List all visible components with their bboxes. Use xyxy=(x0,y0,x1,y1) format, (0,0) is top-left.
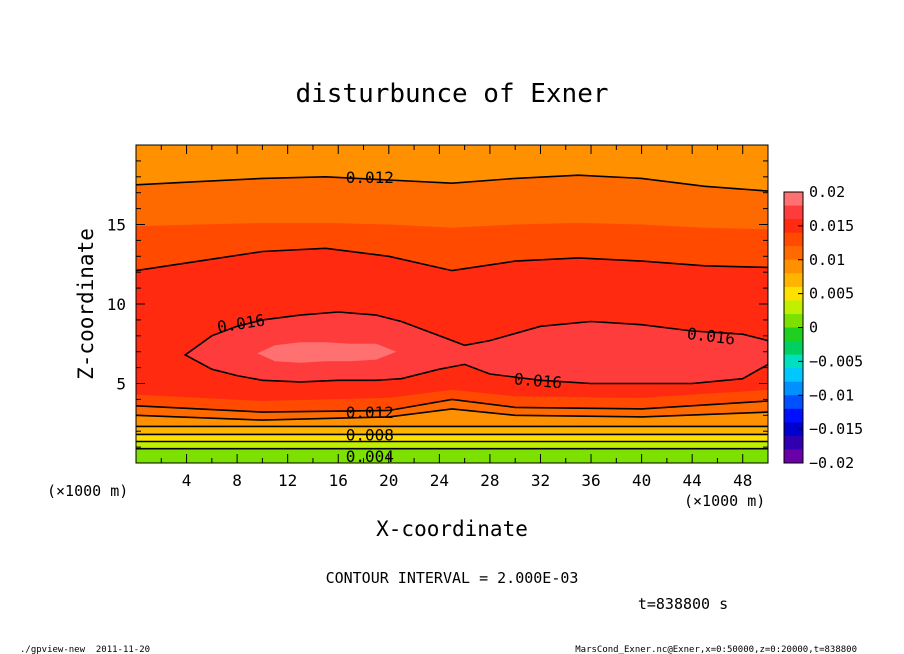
x-axis-title: X-coordinate xyxy=(376,517,528,541)
contour-label: 0.004 xyxy=(346,447,394,466)
contour-label-text: 0.004 xyxy=(346,447,394,466)
colorbar-tick-label: 0 xyxy=(809,319,818,337)
contour-line xyxy=(136,398,768,413)
x-tick-label: 32 xyxy=(531,471,550,490)
colorbar-swatch xyxy=(784,449,803,464)
colorbar-swatch xyxy=(784,341,803,356)
time-stamp-text: t=838800 s xyxy=(638,595,728,613)
colorbar-swatch xyxy=(784,368,803,383)
colorbar-swatch xyxy=(784,219,803,234)
contour-line xyxy=(136,408,768,421)
colorbar-swatch xyxy=(784,232,803,247)
x-tick-label: 36 xyxy=(581,471,600,490)
contour-label: 0.012 xyxy=(346,168,394,187)
colorbar-tick-label: 0.02 xyxy=(809,183,845,201)
x-tick-label: 44 xyxy=(683,471,702,490)
x-tick-label: 24 xyxy=(430,471,449,490)
contour-line xyxy=(183,311,768,385)
x-unit-label-left: (×1000 m) xyxy=(47,482,128,500)
colorbar-swatch xyxy=(784,192,803,207)
x-tick-label: 16 xyxy=(329,471,348,490)
colorbar: 0.02 0.015 0.01 0.005 0 −0.005 −0.01 −0.015 −0.0… xyxy=(784,183,863,472)
colorbar-swatch xyxy=(784,273,803,288)
footer-left: ./gpview-new 2011-11-20 xyxy=(20,645,150,654)
x-tick-label: 12 xyxy=(278,471,297,490)
x-tick-label: 48 xyxy=(733,471,752,490)
colorbar-swatch xyxy=(784,354,803,369)
colorbar-tick-label: −0.01 xyxy=(809,386,854,404)
colorbar-swatch xyxy=(784,300,803,315)
colorbar-tick-label: −0.005 xyxy=(809,352,863,370)
contour-label-text: 0.012 xyxy=(346,403,394,422)
colorbar-tick-label: 0.01 xyxy=(809,251,845,269)
contour-lines xyxy=(136,174,768,450)
colorbar-swatch xyxy=(784,259,803,274)
contour-line xyxy=(136,174,768,192)
contour-interval-text: CONTOUR INTERVAL = 2.000E-03 xyxy=(326,569,579,587)
colorbar-swatch xyxy=(784,395,803,410)
footer-right: MarsCond_Exner.nc@Exner,x=0:50000,z=0:20… xyxy=(575,645,857,654)
chart-title: disturbunce of Exner xyxy=(295,79,608,109)
x-tick-label: 20 xyxy=(379,471,398,490)
y-tick-label: 15 xyxy=(107,216,126,235)
colorbar-swatch xyxy=(784,313,803,328)
colorbar-swatch xyxy=(784,286,803,301)
colorbar-swatch xyxy=(784,246,803,261)
contour-label-text: 0.016 xyxy=(513,369,563,392)
y-axis-title: Z-coordinate xyxy=(74,228,98,380)
x-tick-label: 28 xyxy=(480,471,499,490)
contour-label-text: 0.012 xyxy=(346,168,394,187)
contour-label: 0.016 xyxy=(513,369,563,392)
contour-label: 0.008 xyxy=(346,425,394,444)
contour-line xyxy=(136,247,768,272)
colorbar-tick-label: −0.02 xyxy=(809,454,854,472)
contour-fill-band xyxy=(136,448,768,463)
colorbar-swatch xyxy=(784,381,803,396)
contour-fill-region xyxy=(257,342,397,363)
y-tick-label: 10 xyxy=(107,295,126,314)
x-tick-label: 4 xyxy=(182,471,192,490)
colorbar-tick-label: −0.015 xyxy=(809,420,863,438)
plot-area xyxy=(136,145,768,463)
colorbar-swatch xyxy=(784,435,803,450)
contour-fills xyxy=(136,175,768,463)
x-tick-label: 40 xyxy=(632,471,651,490)
colorbar-swatch xyxy=(784,327,803,342)
contour-fill-region xyxy=(185,312,768,384)
colorbar-swatch xyxy=(784,422,803,437)
colorbar-swatch xyxy=(784,205,803,220)
x-unit-label-right: (×1000 m) xyxy=(684,492,765,510)
contour-label-text: 0.008 xyxy=(346,425,394,444)
colorbar-tick-label: 0.005 xyxy=(809,285,854,303)
y-tick-label: 5 xyxy=(116,375,126,394)
colorbar-tick-label: 0.015 xyxy=(809,217,854,235)
colorbar-swatch xyxy=(784,408,803,423)
contour-label: 0.012 xyxy=(346,403,394,422)
colorbar-frame xyxy=(783,191,804,464)
x-tick-label: 8 xyxy=(232,471,242,490)
